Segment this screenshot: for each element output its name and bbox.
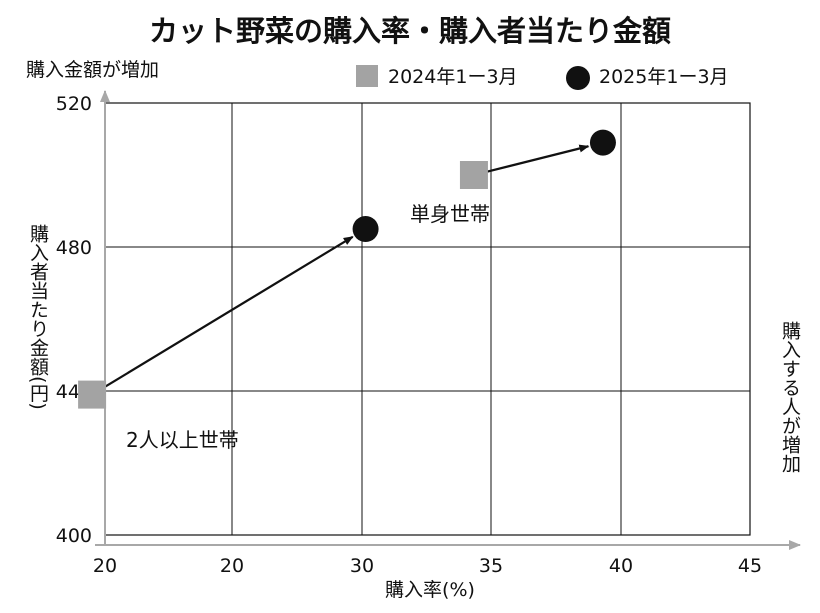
y-tick-label: 480	[56, 237, 92, 259]
change-arrow	[103, 235, 354, 389]
chart-title: カット野菜の購入率・購入者当たり金額	[149, 14, 671, 48]
x-tick-label: 20	[220, 555, 244, 577]
y-direction-note: 購入金額が増加	[26, 59, 159, 81]
point-circle-2025	[589, 129, 616, 156]
legend-square-marker	[356, 65, 378, 87]
point-square-2024	[459, 161, 488, 189]
legend-label-2025: 2025年1ー3月	[599, 66, 729, 88]
point-circle-2025	[352, 216, 379, 242]
legend-label-2024: 2024年1ー3月	[388, 66, 518, 88]
legend: 2024年1ー3月 2025年1ー3月	[356, 65, 729, 90]
x-tick-label: 40	[609, 555, 633, 577]
change-arrow	[487, 144, 590, 173]
grid	[105, 103, 750, 535]
x-tick-label: 45	[738, 555, 762, 577]
x-tick-label: 30	[350, 555, 374, 577]
y-tick-label: 400	[56, 525, 92, 547]
x-tick-label: 20	[93, 555, 117, 577]
x-tick-label: 35	[479, 555, 503, 577]
legend-circle-marker	[566, 66, 590, 90]
x-tick-labels: 20 20 30 35 40 45	[93, 555, 762, 577]
plot-area	[104, 102, 751, 536]
group-label-single: 単身世帯	[410, 202, 490, 226]
y-axis-title: 購入者当たり金額(円)	[27, 224, 49, 410]
change-arrows	[103, 144, 590, 389]
data-points	[78, 129, 616, 409]
group-label-two-plus: 2人以上世帯	[126, 428, 239, 452]
point-square-2024	[78, 380, 107, 409]
x-axis-title: 購入率(%)	[385, 579, 475, 601]
y-tick-label: 520	[56, 93, 92, 115]
plot-frame	[104, 102, 751, 536]
x-direction-note: 購入する人が増加	[779, 321, 801, 473]
